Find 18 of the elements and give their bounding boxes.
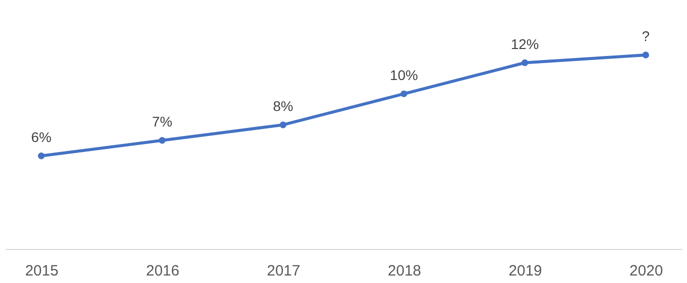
point [642,52,650,58]
x-tick-label: 2015 [25,262,58,280]
point [158,137,166,144]
data-label: 12% [510,36,539,52]
data-label: 7% [152,113,172,130]
point [400,90,408,98]
data-label: ? [642,28,650,44]
x-tick-label: 2017 [266,262,300,280]
point [38,152,45,160]
x-tick-label: 2019 [508,262,542,280]
point [280,121,286,128]
x-tick-label: 2020 [630,262,663,280]
data-label: 8% [272,98,294,114]
x-tick-label: 2016 [146,262,180,280]
data-label: 6% [31,128,52,145]
data-label: 10% [390,66,418,83]
x-tick-label: 2018 [388,262,422,280]
point [521,59,528,66]
